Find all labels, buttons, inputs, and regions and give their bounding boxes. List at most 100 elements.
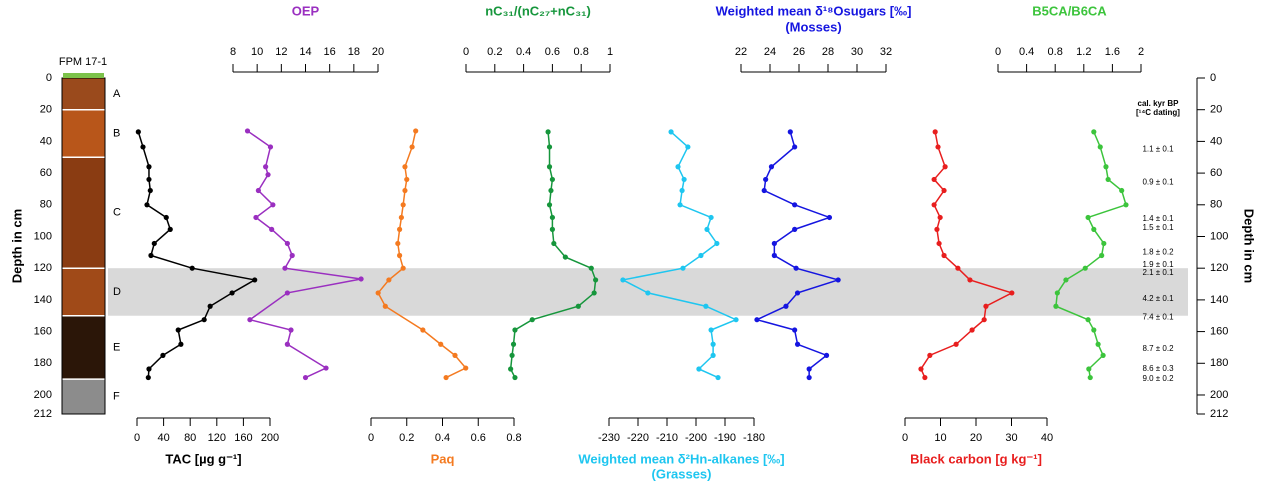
sample-point: [508, 366, 514, 372]
sample-point: [955, 265, 961, 271]
profile-line: [920, 131, 1014, 378]
depth-tick-label: 20: [40, 104, 52, 116]
sample-point: [591, 290, 597, 296]
sample-point: [981, 317, 987, 323]
sample-point: [400, 265, 406, 271]
sample-point: [375, 290, 381, 296]
depth-tick-label: 200: [34, 389, 52, 401]
sample-point: [935, 144, 941, 150]
depth-tick-label: 160: [34, 325, 52, 337]
sample-point: [806, 366, 812, 372]
sample-point: [787, 129, 793, 135]
x-tick-label: 0.8: [574, 46, 589, 58]
unit-label: C: [113, 207, 121, 219]
x-tick-label: 1.2: [1076, 46, 1091, 58]
sample-point: [404, 176, 410, 183]
sample-point: [1085, 317, 1091, 323]
sample-point: [151, 240, 157, 247]
sample-point: [941, 252, 947, 259]
sample-point: [284, 240, 290, 247]
sample-point: [1097, 144, 1103, 150]
x-tick-label: 20: [970, 432, 982, 444]
x-tick-label: 16: [324, 46, 336, 58]
x-tick-label: -230: [598, 432, 620, 444]
core-unit: [62, 78, 105, 110]
sample-point: [715, 374, 721, 381]
x-tick-label: 26: [793, 46, 805, 58]
sample-point: [282, 265, 288, 271]
sample-point: [562, 254, 568, 260]
sample-point: [1091, 327, 1097, 333]
sample-point: [714, 240, 720, 247]
depth-tick-label-right: 100: [1210, 230, 1228, 242]
sample-point: [207, 303, 213, 309]
sample-point: [163, 214, 169, 221]
x-tick-label: -210: [656, 432, 678, 444]
depth-tick-label: 60: [40, 167, 52, 179]
x-tick-label: 20: [372, 46, 384, 58]
x-tick-label: -190: [714, 432, 736, 444]
core-unit: [62, 315, 105, 380]
sample-point: [386, 277, 392, 283]
depth-tick-label: 120: [34, 262, 52, 274]
sample-point: [546, 164, 553, 170]
sample-point: [1101, 240, 1107, 247]
sample-point: [934, 226, 940, 232]
sample-point: [969, 327, 975, 333]
age-label: 8.6 ± 0.3: [1142, 364, 1174, 373]
sample-point: [529, 317, 535, 323]
sample-point: [1095, 341, 1101, 347]
x-tick-label: 160: [234, 432, 252, 444]
sample-point: [620, 277, 626, 283]
sample-point: [452, 352, 458, 358]
sample-point: [244, 128, 251, 134]
sample-point: [549, 214, 556, 221]
core-title: FPM 17-1: [59, 56, 107, 68]
depth-axis-label: Depth in cm: [9, 209, 24, 283]
profile-line: [754, 131, 841, 378]
x-tick-label: 32: [880, 46, 892, 58]
panel-title: Weighted mean δ¹⁸Osugars [‰]: [716, 3, 912, 18]
sample-point: [668, 129, 674, 135]
unit-label: A: [113, 88, 121, 100]
sample-point: [1123, 202, 1129, 208]
sample-point: [922, 374, 928, 381]
panel-title: B5CA/B6CA: [1032, 3, 1107, 18]
x-tick-label: -220: [627, 432, 649, 444]
x-tick-label: 0.4: [516, 46, 531, 58]
age-label: 0.9 ± 0.1: [1142, 178, 1174, 187]
age-label: 8.7 ± 0.2: [1142, 344, 1174, 353]
panel-title: OEP: [292, 3, 320, 18]
sample-point: [548, 187, 554, 194]
sample-point: [443, 374, 449, 381]
sample-point: [135, 129, 141, 135]
core-unit: [62, 268, 105, 316]
x-tick-label: 80: [184, 432, 196, 444]
sample-point: [826, 214, 833, 221]
x-tick-label: 1: [607, 46, 613, 58]
sample-point: [983, 303, 989, 309]
x-tick-label: 10: [934, 432, 946, 444]
sample-point: [806, 374, 812, 381]
sample-point: [252, 277, 258, 283]
sample-point: [140, 144, 146, 150]
sample-point: [685, 144, 691, 150]
sample-point: [679, 187, 685, 194]
sample-point: [160, 352, 166, 358]
core-unit: [62, 157, 105, 269]
sample-point: [546, 144, 553, 150]
x-tick-label: 12: [275, 46, 287, 58]
sample-point: [763, 176, 769, 183]
sample-point: [148, 252, 154, 259]
sample-point: [937, 214, 943, 221]
sample-point: [1053, 303, 1059, 309]
sample-point: [1009, 290, 1015, 296]
sample-point: [397, 226, 403, 232]
sample-point: [794, 290, 801, 296]
sample-point: [792, 202, 798, 208]
x-tick-label: 1.6: [1105, 46, 1120, 58]
sample-point: [263, 164, 269, 170]
depth-tick-label: 40: [40, 135, 52, 147]
sample-point: [708, 214, 714, 221]
